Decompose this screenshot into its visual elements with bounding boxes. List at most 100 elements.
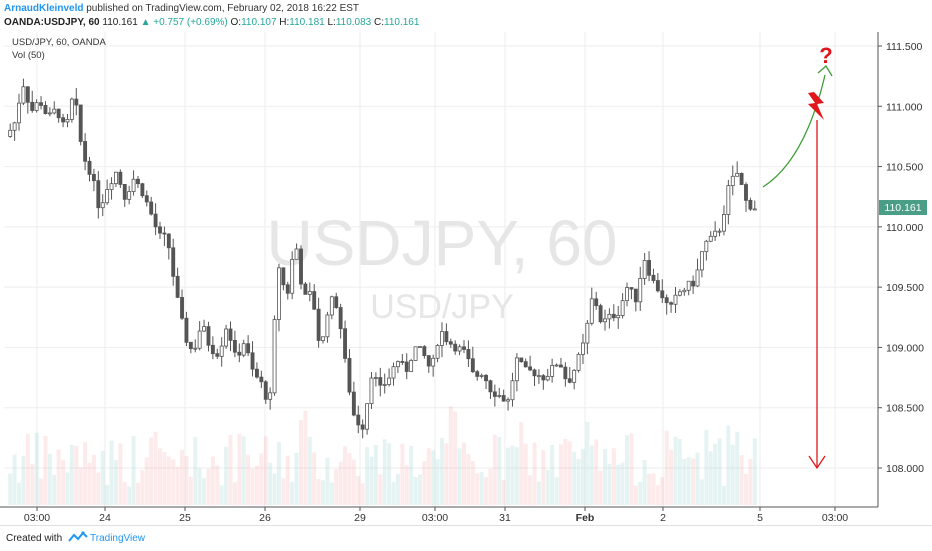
candle-up <box>8 129 13 137</box>
candle-down <box>303 283 308 295</box>
volume-bars <box>8 406 757 505</box>
volume-bar <box>699 479 704 505</box>
candle-up <box>105 189 110 204</box>
volume-bar <box>541 450 546 505</box>
volume-bar <box>91 454 96 505</box>
pane-symbol-label: USD/JPY, 60, OANDA <box>12 37 106 48</box>
y-tick-label: 111.000 <box>886 101 923 113</box>
candle-up <box>677 291 682 296</box>
candle-up <box>620 300 625 316</box>
volume-bar <box>113 460 118 505</box>
y-tick-label: 110.500 <box>886 162 923 174</box>
candle-down <box>78 104 83 142</box>
candle-down <box>651 274 656 281</box>
candle-up <box>704 240 709 253</box>
volume-bar <box>501 480 506 505</box>
volume-bar <box>550 445 555 505</box>
volume-bar <box>241 436 246 505</box>
volume-bar <box>246 454 251 505</box>
candle-down <box>598 305 603 323</box>
volume-bar <box>184 455 189 505</box>
volume-bar <box>669 449 674 505</box>
x-tick-label: 03:00 <box>24 512 50 524</box>
price-chart[interactable]: USDJPY, 60 USD/JPY 111.500 111.000 110.500… <box>0 0 932 525</box>
candle-up <box>69 98 74 120</box>
volume-bar <box>611 448 616 505</box>
volume-bar <box>69 444 74 505</box>
candle-down <box>664 297 669 304</box>
volume-bar <box>96 472 101 505</box>
candle-down <box>611 313 616 319</box>
close-label: C: <box>374 17 384 28</box>
x-tick-label: 2 <box>660 512 666 524</box>
volume-bar <box>409 445 414 505</box>
candle-down <box>316 308 321 341</box>
volume-bar <box>153 431 158 505</box>
volume-bar <box>175 466 180 505</box>
candle-up <box>642 260 647 279</box>
volume-bar <box>448 406 453 505</box>
volume-bar <box>466 454 471 505</box>
volume-bar <box>519 421 524 505</box>
volume-bar <box>338 461 343 505</box>
y-tick-label: 108.000 <box>886 463 924 475</box>
candle-down <box>96 180 101 209</box>
volume-bar <box>673 436 678 505</box>
volume-bar <box>536 481 541 505</box>
candle-up <box>550 365 555 377</box>
volume-bar <box>294 452 299 505</box>
candle-down <box>299 248 303 285</box>
candle-down <box>647 260 651 276</box>
candle-up <box>17 102 21 124</box>
candle-down <box>122 184 127 200</box>
candle-up <box>576 353 581 371</box>
candle-up <box>12 122 17 131</box>
low-value: 110.083 <box>335 17 372 28</box>
candle-up <box>572 369 577 383</box>
author-link[interactable]: ArnaudKleinveld <box>4 3 84 14</box>
candle-up <box>730 175 735 187</box>
volume-bar <box>378 474 383 505</box>
candle-up <box>735 172 740 177</box>
volume-bar <box>576 458 581 505</box>
green-curve-arrow[interactable] <box>762 74 826 188</box>
x-tick-label: 29 <box>354 512 366 524</box>
volume-bar <box>395 473 400 505</box>
volume-bar <box>523 443 528 505</box>
volume-bar <box>413 476 418 505</box>
volume-bar <box>232 482 237 505</box>
volume-bar <box>752 438 757 505</box>
candle-up <box>272 319 277 394</box>
volume-bar <box>585 421 590 505</box>
candle-down <box>166 233 171 249</box>
candle-up <box>625 287 629 302</box>
volume-bar <box>444 443 449 505</box>
candle-down <box>444 331 449 343</box>
candle-down <box>492 391 497 397</box>
volume-bar <box>34 432 39 505</box>
volume-bar <box>237 433 242 505</box>
candle-down <box>263 381 268 400</box>
candle-up <box>673 294 678 305</box>
y-tick-label: 111.500 <box>886 41 923 53</box>
candle-up <box>726 185 731 215</box>
time-axis[interactable]: 03:00 24 25 26 29 03:00 31 Feb 2 5 03:00 <box>24 507 848 524</box>
watermark-sub: USD/JPY <box>370 288 514 326</box>
price-axis[interactable]: 111.500 111.000 110.500 110.000 109.500 109.0… <box>878 41 924 475</box>
candle-up <box>307 291 312 295</box>
candle-down <box>422 346 427 356</box>
candle-up <box>52 108 57 114</box>
open-value: 110.107 <box>241 17 277 28</box>
volume-bar <box>431 450 436 505</box>
candle-up <box>365 403 370 430</box>
tradingview-link[interactable]: TradingView <box>90 533 146 544</box>
candle-down <box>448 341 453 345</box>
volume-bar <box>25 433 30 505</box>
volume-bar <box>594 439 599 505</box>
volume-bar <box>528 475 533 505</box>
last-price: 110.161 <box>102 17 138 28</box>
candle-down <box>25 86 30 103</box>
volume-bar <box>664 430 669 505</box>
volume-bar <box>660 477 665 505</box>
volume-bar <box>127 486 132 505</box>
